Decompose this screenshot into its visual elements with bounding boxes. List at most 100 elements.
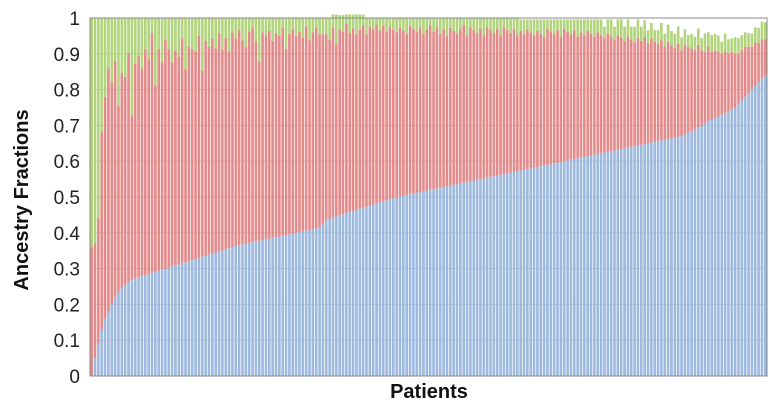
bar-segment-series-1 bbox=[408, 194, 412, 376]
bar-segment-series-3 bbox=[623, 26, 626, 41]
bar-segment-series-3 bbox=[448, 18, 452, 29]
bar-segment-series-1 bbox=[686, 132, 690, 376]
bar-segment-series-3 bbox=[103, 18, 107, 97]
bar-segment-series-2 bbox=[200, 70, 204, 257]
bar-segment-series-3 bbox=[170, 18, 174, 63]
bar-segment-series-1 bbox=[640, 144, 643, 376]
bar-segment-series-2 bbox=[130, 115, 134, 281]
bar-segment-series-1 bbox=[760, 78, 764, 377]
bar-segment-series-3 bbox=[207, 18, 211, 47]
bar-segment-series-1 bbox=[261, 239, 264, 376]
bar-segment-series-1 bbox=[147, 273, 150, 376]
bar-segment-series-3 bbox=[549, 19, 553, 32]
y-tick-label: 0.9 bbox=[54, 45, 80, 66]
bar-segment-series-1 bbox=[619, 149, 623, 376]
bar-segment-series-2 bbox=[566, 31, 569, 161]
bar-segment-series-2 bbox=[569, 34, 573, 160]
bar-segment-series-3 bbox=[140, 18, 144, 69]
bar-segment-series-1 bbox=[324, 220, 328, 376]
bar-segment-series-2 bbox=[619, 38, 623, 150]
bar-segment-series-3 bbox=[415, 18, 419, 32]
bar-segment-series-3 bbox=[361, 14, 365, 26]
bar-segment-series-3 bbox=[636, 19, 640, 39]
bar-segment-series-3 bbox=[395, 18, 398, 33]
bar-segment-series-2 bbox=[696, 44, 700, 128]
bar-segment-series-3 bbox=[422, 18, 425, 34]
bar-segment-series-2 bbox=[743, 46, 747, 97]
bar-segment-series-3 bbox=[492, 18, 496, 34]
bar-segment-series-1 bbox=[613, 150, 616, 376]
bar-segment-series-3 bbox=[157, 18, 161, 49]
bar-segment-series-3 bbox=[217, 18, 221, 34]
bar-segment-series-1 bbox=[650, 142, 653, 376]
bar-segment-series-3 bbox=[264, 18, 268, 36]
y-axis-title: Ancestry Fractions bbox=[11, 109, 33, 290]
bar-segment-series-2 bbox=[314, 28, 318, 229]
bar-segment-series-2 bbox=[137, 55, 140, 278]
bar-segment-series-3 bbox=[686, 35, 690, 47]
bar-segment-series-3 bbox=[529, 19, 533, 33]
bar-segment-series-2 bbox=[204, 40, 207, 256]
bar-segment-series-2 bbox=[268, 30, 271, 239]
bar-segment-series-2 bbox=[693, 50, 697, 129]
bar-segment-series-1 bbox=[234, 246, 238, 376]
bar-segment-series-2 bbox=[717, 52, 720, 117]
bar-segment-series-3 bbox=[532, 19, 536, 36]
bar-segment-series-2 bbox=[428, 25, 432, 190]
bar-segment-series-3 bbox=[643, 20, 646, 37]
bar-segment-series-3 bbox=[666, 24, 670, 43]
bar-segment-series-2 bbox=[626, 36, 630, 148]
bar-segment-series-3 bbox=[184, 18, 187, 69]
bar-segment-series-3 bbox=[90, 18, 93, 248]
bar-segment-series-3 bbox=[388, 18, 392, 28]
bar-segment-series-1 bbox=[244, 243, 248, 376]
bar-segment-series-2 bbox=[686, 46, 690, 133]
bar-segment-series-1 bbox=[271, 237, 274, 376]
bar-segment-series-1 bbox=[593, 154, 596, 376]
bar-segment-series-1 bbox=[177, 264, 181, 376]
bar-segment-series-1 bbox=[402, 195, 405, 376]
bar-segment-series-1 bbox=[398, 196, 402, 376]
bar-segment-series-1 bbox=[740, 100, 744, 376]
bar-segment-series-1 bbox=[469, 181, 472, 376]
bar-segment-series-3 bbox=[378, 18, 382, 31]
bar-segment-series-2 bbox=[170, 62, 174, 267]
y-tick-label: 0.3 bbox=[54, 260, 80, 281]
bar-segment-series-2 bbox=[472, 30, 476, 181]
bar-segment-series-2 bbox=[757, 43, 760, 83]
bar-segment-series-3 bbox=[442, 18, 445, 30]
bar-segment-series-2 bbox=[572, 30, 576, 160]
bar-segment-series-2 bbox=[485, 27, 489, 178]
bar-segment-series-2 bbox=[324, 34, 328, 221]
bar-segment-series-2 bbox=[666, 42, 670, 140]
bar-segment-series-3 bbox=[747, 33, 750, 47]
bar-segment-series-2 bbox=[241, 40, 244, 245]
bar-segment-series-1 bbox=[301, 231, 305, 376]
bar-segment-series-2 bbox=[398, 28, 402, 197]
bar-segment-series-3 bbox=[261, 18, 264, 33]
bar-segment-series-1 bbox=[351, 210, 355, 376]
bar-segment-series-3 bbox=[676, 26, 680, 44]
bar-segment-series-1 bbox=[720, 114, 724, 376]
bar-segment-series-3 bbox=[331, 14, 335, 28]
y-tick-label: 0.2 bbox=[54, 295, 80, 316]
bar-segment-series-2 bbox=[110, 82, 114, 305]
bar-segment-series-3 bbox=[576, 19, 579, 37]
bar-segment-series-1 bbox=[680, 136, 683, 376]
bar-segment-series-2 bbox=[452, 30, 455, 185]
bar-segment-series-1 bbox=[264, 239, 268, 376]
bar-segment-series-1 bbox=[660, 140, 663, 376]
bar-segment-series-3 bbox=[147, 18, 150, 60]
bar-segment-series-1 bbox=[381, 201, 385, 376]
bar-segment-series-3 bbox=[402, 18, 405, 31]
bar-segment-series-2 bbox=[113, 60, 117, 298]
bar-segment-series-1 bbox=[345, 213, 348, 376]
bar-segment-series-3 bbox=[469, 18, 472, 28]
bar-segment-series-2 bbox=[700, 50, 703, 126]
bar-segment-series-3 bbox=[180, 18, 184, 38]
bar-segment-series-2 bbox=[147, 59, 150, 274]
bar-segment-series-1 bbox=[254, 241, 258, 376]
bar-segment-series-3 bbox=[650, 23, 653, 39]
bar-segment-series-3 bbox=[187, 18, 191, 47]
bar-segment-series-3 bbox=[438, 18, 442, 34]
